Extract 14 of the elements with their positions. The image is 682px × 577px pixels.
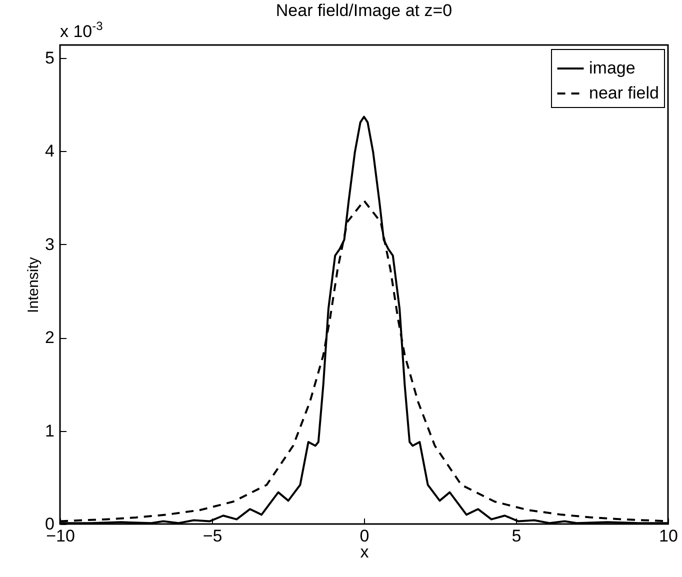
x-tick-label: 5 [512,526,522,546]
y-tick-label: 4 [45,142,54,161]
x-tick-label: 10 [659,526,678,546]
y-tick-label: 3 [45,234,54,254]
y-tick-label: 1 [45,421,54,440]
chart-title: Near field/Image at z=0 [276,1,452,20]
legend-label: image [589,58,636,78]
y-tick-label: 2 [45,328,54,348]
x-tick-label: −5 [202,526,222,546]
legend-label: near field [589,84,659,102]
y-axis-title: Intensity [25,256,42,313]
y-tick-label: 5 [45,48,54,68]
x-axis-title: x [360,542,370,562]
x-tick-label: 0 [360,526,370,546]
